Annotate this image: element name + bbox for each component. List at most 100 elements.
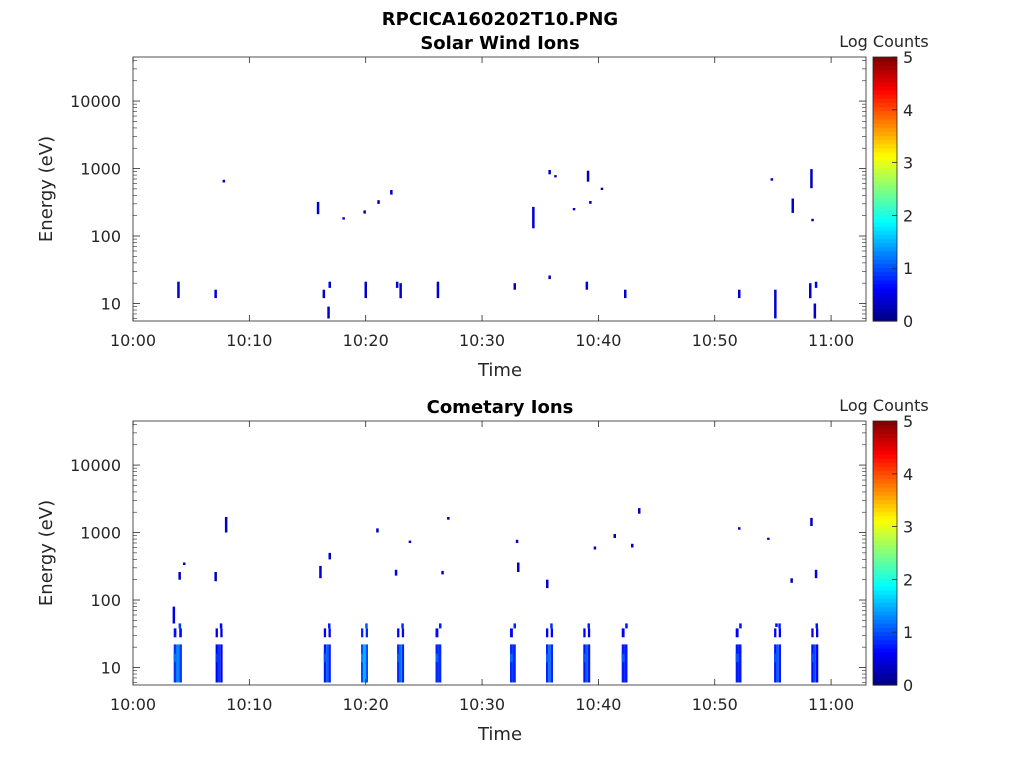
colorbar-segment [873,520,897,525]
data-cell [513,623,516,629]
data-cell [811,653,814,663]
x-tick-label: 10:40 [575,331,621,350]
data-cell [401,628,405,638]
colorbar-segment [873,680,897,686]
colorbar-segment [873,69,897,75]
colorbar-segment [873,536,897,542]
colorbar-segment [873,288,897,293]
data-cell [572,208,576,211]
x-tick-label: 10:10 [226,331,272,350]
heatmap-cells [172,508,819,683]
data-cell [546,644,549,683]
x-tick-label: 10:30 [459,331,505,350]
colorbar-segment [873,507,897,513]
data-cell [435,628,439,638]
data-cell [585,281,589,290]
colorbar-segment [873,478,897,484]
data-cell [739,623,742,629]
data-cell [316,201,320,215]
colorbar-segment [873,528,897,533]
colorbar-segment [873,279,897,285]
colorbar-segment [873,300,897,306]
x-tick-label: 10:40 [575,695,621,714]
data-cell [328,552,331,560]
data-cell [214,289,217,299]
colorbar-segment [873,441,897,447]
colorbar-segment [873,184,897,190]
colorbar-tick-label: 3 [903,518,913,537]
colorbar-segment [873,61,897,66]
colorbar-segment [873,553,897,558]
y-tick-label: 10 [101,294,121,313]
y-tick-label: 10 [101,658,121,677]
colorbar-segment [873,425,897,430]
data-cell [532,206,535,229]
colorbar-segment [873,139,897,145]
colorbar-segment [873,449,897,455]
data-cell [510,628,513,638]
colorbar-segment [873,304,897,310]
colorbar-tick-label: 3 [903,154,913,173]
colorbar-segment [873,594,897,599]
colorbar-segment [873,672,897,678]
colorbar-segment [873,197,897,202]
colorbar-segment [873,569,897,575]
colorbar-segment [873,213,897,219]
panel-title: Solar Wind Ions [420,33,579,54]
data-cell [587,628,591,638]
data-cell [550,644,553,683]
colorbar-segment [873,462,897,467]
colorbar-segment [873,217,897,223]
colorbar-segment [873,151,897,157]
colorbar-segment [873,168,897,174]
colorbar-segment [873,222,897,227]
data-cell [408,540,412,543]
y-axis-ticks: 10 100 1000 10000 [70,60,866,319]
colorbar-segment [873,156,897,161]
data-cell [587,644,591,683]
colorbar-segment [873,647,897,653]
data-cell [548,644,551,683]
colorbar-tick-label: 4 [903,465,913,484]
colorbar-segment [873,118,897,124]
colorbar-segment [873,180,897,186]
data-cell [173,628,177,638]
colorbar-segment [873,470,897,476]
colorbar-segment [873,226,897,231]
data-cell [814,569,818,579]
colorbar-segment [873,57,897,62]
x-axis-ticks: 10:00 10:10 10:20 10:30 10:40 10:50 11:00 [110,57,854,350]
data-cell [811,644,814,683]
data-cell [775,623,778,627]
data-cell [215,628,218,638]
data-cell [328,628,331,638]
colorbar-segment [873,660,897,665]
data-cell [176,644,180,683]
x-axis-label: Time [477,724,522,745]
colorbar-segment [873,90,897,95]
data-cell [323,628,327,638]
data-cell [510,644,513,683]
colorbar-segment [873,65,897,70]
data-cell [589,201,592,204]
data-cell [585,644,588,683]
colorbar-segment [873,495,897,500]
colorbar-tick-label: 5 [903,412,913,431]
colorbar-segment [873,602,897,608]
x-tick-label: 10:00 [110,331,156,350]
data-cell [813,303,817,319]
plot-frame [132,56,867,322]
data-cell [583,653,586,663]
data-cell [328,623,331,629]
data-cell [178,623,182,629]
data-cell [397,653,400,663]
colorbar-segment [873,172,897,178]
data-cell [342,217,345,220]
colorbar-segment [873,267,897,273]
colorbar-segment [873,557,897,562]
data-cell [738,527,741,530]
colorbar-tick-label: 1 [903,623,913,642]
data-cell [435,653,439,663]
data-cell [624,644,628,683]
